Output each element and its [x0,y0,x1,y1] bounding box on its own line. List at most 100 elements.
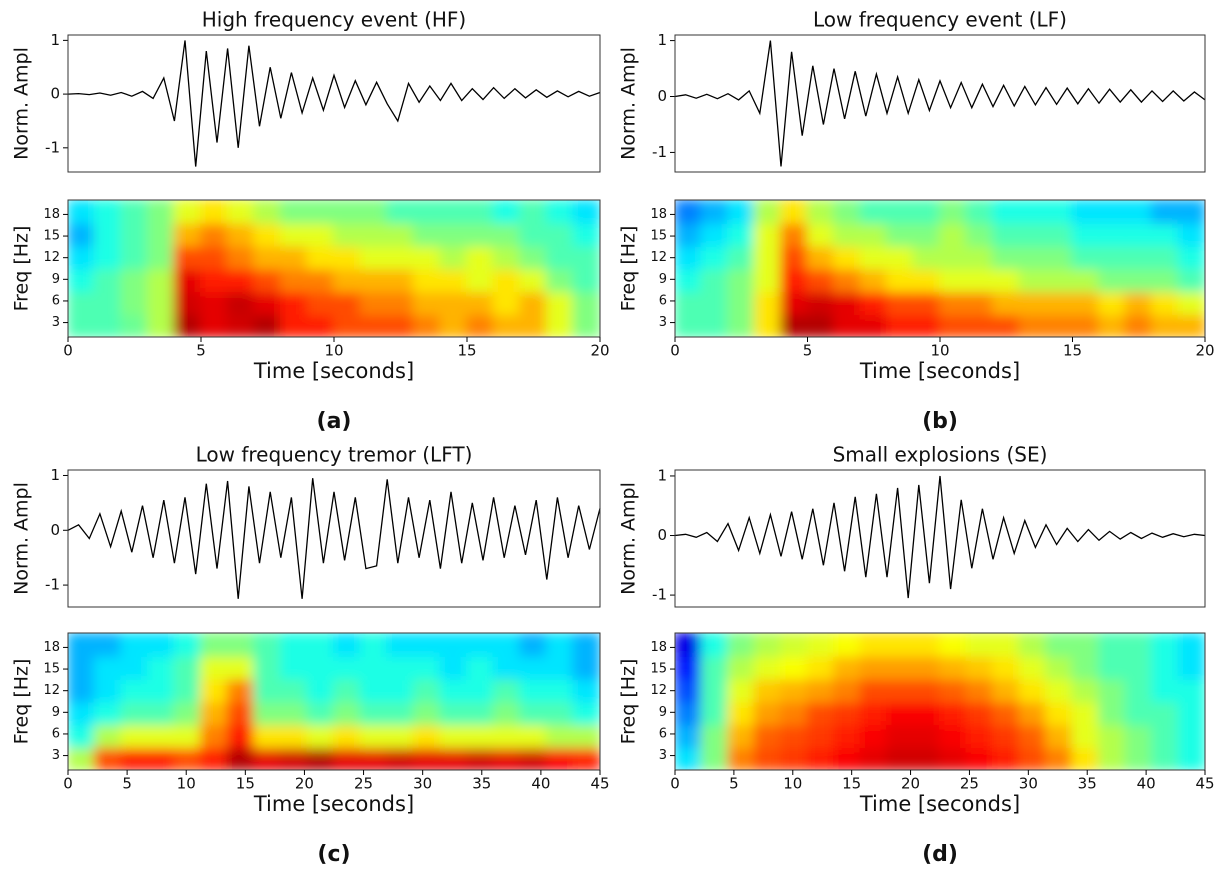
cell [939,290,968,316]
cell [120,313,149,337]
panel-caption: (a) [317,409,352,434]
cell [1124,633,1153,657]
cell [753,677,782,703]
cell [912,200,941,224]
y-tick-label: -1 [652,586,667,604]
spectrogram [68,200,600,337]
cell [1071,221,1100,247]
cell [173,700,202,726]
cell [120,244,149,270]
cell [727,654,756,680]
cell [1071,267,1100,293]
cell [939,200,968,224]
cell [253,633,282,657]
cell [1151,290,1180,316]
cell [545,244,575,270]
y-tick-label: 0 [657,87,667,105]
cell [466,700,495,726]
waveform [67,40,601,167]
y-tick-label: 6 [52,293,60,308]
y-tick-label: 9 [659,705,667,720]
cell [1098,723,1127,749]
cell [306,700,335,726]
cell [359,244,389,270]
cell [200,677,229,703]
cell [572,677,600,703]
cell [1045,723,1074,749]
cell [572,244,600,270]
x-tick-label: 40 [531,775,550,793]
cell [120,654,149,680]
y-tick-label: 15 [650,662,667,677]
cell [572,267,600,293]
cell [412,654,442,680]
cell [675,244,703,270]
x-tick-label: 45 [1195,775,1214,793]
cell [1045,313,1074,337]
cell [200,654,229,680]
cell [859,633,888,657]
cell [833,723,862,749]
cell [333,723,362,749]
cell [1177,313,1205,337]
x-tick-label: 40 [1137,775,1156,793]
x-tick-label: 15 [457,342,476,360]
y-tick-label: 3 [659,315,667,330]
cell [545,290,575,316]
cell [780,677,809,703]
cell [412,313,442,337]
y-tick-label: 18 [43,207,60,222]
cell [68,313,96,337]
cell [386,654,415,680]
cell [333,746,362,770]
cell [120,633,149,657]
spectrogram-cells [68,633,600,770]
cell [492,244,522,270]
cell [1098,221,1127,247]
cell [146,267,176,293]
cell [466,244,495,270]
cell [992,677,1021,703]
cell [1177,677,1205,703]
y-tick-label: 12 [650,683,667,698]
cell [466,221,495,247]
cell [146,746,176,770]
cell [965,633,994,657]
cell [912,221,941,247]
cell [965,267,994,293]
cell [727,200,756,224]
cell [1018,677,1047,703]
x-tick-label: 20 [590,342,609,360]
cell [412,200,442,224]
cell [1045,746,1074,770]
cell [226,677,256,703]
cell [439,654,468,680]
cell [519,700,548,726]
cell [466,746,495,770]
cell [1071,654,1100,680]
y-tick-label: 0 [50,521,60,539]
spectrogram-cells [68,200,600,337]
cell [700,290,729,316]
plot-title: Small explosions (SE) [833,443,1048,467]
y-axis-label: Norm. Ampl [11,47,33,160]
waveform [674,40,1206,167]
cell [519,723,548,749]
cell [333,267,362,293]
cell [912,313,941,337]
cell [146,700,176,726]
cell [1098,654,1127,680]
cell [412,677,442,703]
cell [965,654,994,680]
cell [545,723,575,749]
cell [412,746,442,770]
cell [519,654,548,680]
cell [886,654,915,680]
cell [545,677,575,703]
cell [1151,746,1180,770]
cell [1124,654,1153,680]
cell [68,244,96,270]
y-tick-label: 1 [50,466,60,484]
cell [1151,700,1180,726]
cell [1098,313,1127,337]
